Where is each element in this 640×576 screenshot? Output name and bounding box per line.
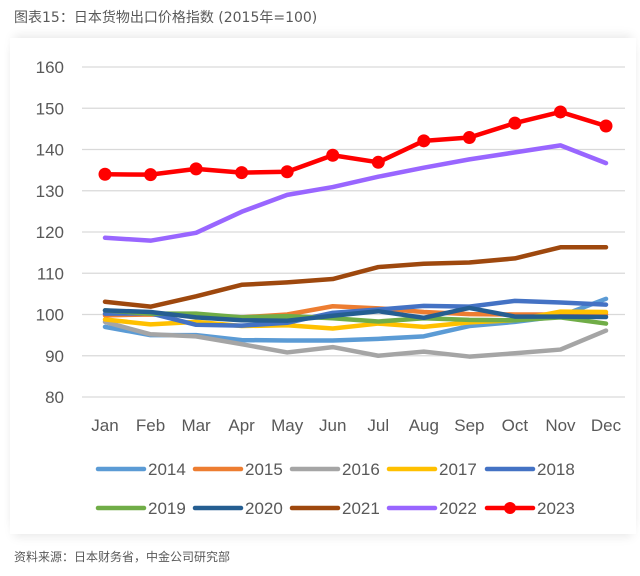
legend-item-2019: 2019 (95, 499, 186, 518)
x-tick-label: Nov (545, 416, 576, 435)
x-tick-label: Sep (454, 416, 484, 435)
series-2016 (102, 319, 609, 359)
x-axis-ticks: Jan Feb Mar Apr May Jun Jul Aug Sep Oct Nov Dec (91, 416, 621, 435)
x-tick-label: May (271, 416, 304, 435)
data-point-2023 (98, 167, 112, 181)
y-tick-label: 150 (36, 99, 64, 118)
series-2022 (102, 143, 609, 243)
y-tick-label: 160 (36, 58, 64, 77)
data-point-2023 (144, 168, 158, 182)
x-tick-label: Jul (367, 416, 389, 435)
series-line-2018 (102, 298, 609, 328)
x-tick-label: Aug (409, 416, 439, 435)
y-tick-label: 100 (36, 306, 64, 325)
legend-label: 2017 (439, 460, 477, 479)
series-2020 (102, 305, 609, 323)
data-point-2023 (508, 116, 522, 130)
legend-label: 2015 (245, 460, 283, 479)
x-tick-label: Apr (228, 416, 255, 435)
y-tick-label: 140 (36, 141, 64, 160)
y-axis-ticks: 80 90 100 110 120 130 140 150 160 (36, 58, 64, 407)
x-tick-label: Mar (181, 416, 211, 435)
data-point-2023 (280, 165, 294, 179)
legend-item-2020: 2020 (192, 499, 283, 518)
y-tick-label: 120 (36, 223, 64, 242)
gridlines (82, 66, 625, 398)
legend-item-2016: 2016 (289, 460, 380, 479)
data-point-2023 (189, 162, 203, 176)
legend-label: 2021 (342, 499, 380, 518)
legend: 2014 2015 2016 2017 2018 2019 2020 2021 2022 2023 (95, 460, 575, 518)
legend-item-2017: 2017 (386, 460, 477, 479)
source-note: 资料来源：日本财务省，中金公司研究部 (14, 550, 231, 564)
series-2021 (102, 245, 609, 309)
data-point-2023 (326, 148, 340, 162)
x-tick-label: Oct (502, 416, 529, 435)
series-lines (98, 105, 613, 359)
x-tick-label: Dec (591, 416, 622, 435)
series-line-2023 (102, 109, 609, 177)
series-line-2022 (102, 143, 609, 243)
data-point-2023 (553, 105, 567, 119)
legend-item-2015: 2015 (192, 460, 283, 479)
x-tick-label: Jun (319, 416, 346, 435)
data-point-2023 (599, 119, 613, 133)
series-line-2020 (102, 305, 609, 323)
series-line-2016 (102, 319, 609, 359)
legend-label: 2023 (537, 499, 575, 518)
y-tick-label: 90 (45, 347, 64, 366)
legend-label: 2022 (439, 499, 477, 518)
series-line-2019 (102, 308, 609, 326)
series-line-2021 (102, 245, 609, 309)
legend-label: 2016 (342, 460, 380, 479)
data-point-2023 (371, 155, 385, 169)
legend-item-2023: 2023 (484, 499, 575, 518)
legend-label: 2019 (148, 499, 186, 518)
y-tick-label: 110 (37, 264, 64, 283)
legend-label: 2014 (148, 460, 186, 479)
legend-item-2014: 2014 (95, 460, 186, 479)
legend-marker (504, 502, 516, 514)
data-point-2023 (462, 131, 476, 145)
chart-title: 图表15：日本货物出口价格指数 (2015年=100) (14, 10, 318, 26)
y-tick-label: 130 (36, 182, 64, 201)
series-2019 (102, 308, 609, 326)
series-2018 (102, 298, 609, 328)
series-2023 (98, 105, 613, 182)
x-tick-label: Feb (136, 416, 165, 435)
y-tick-label: 80 (45, 388, 64, 407)
legend-item-2022: 2022 (386, 499, 477, 518)
data-point-2023 (417, 134, 431, 148)
legend-label: 2018 (537, 460, 575, 479)
legend-item-2018: 2018 (484, 460, 575, 479)
data-point-2023 (235, 166, 249, 180)
x-tick-label: Jan (91, 416, 118, 435)
legend-item-2021: 2021 (289, 499, 380, 518)
legend-label: 2020 (245, 499, 283, 518)
